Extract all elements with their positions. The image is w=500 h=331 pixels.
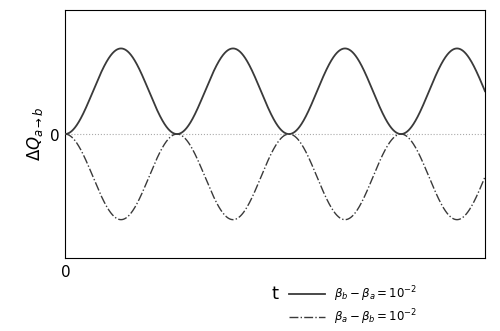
Legend: $\beta_b - \beta_a = 10^{-2}$, $\beta_a - \beta_b = 10^{-2}$: $\beta_b - \beta_a = 10^{-2}$, $\beta_a … bbox=[290, 284, 418, 327]
Y-axis label: $\Delta Q_{a\rightarrow b}$: $\Delta Q_{a\rightarrow b}$ bbox=[24, 107, 44, 162]
X-axis label: t: t bbox=[272, 285, 278, 303]
